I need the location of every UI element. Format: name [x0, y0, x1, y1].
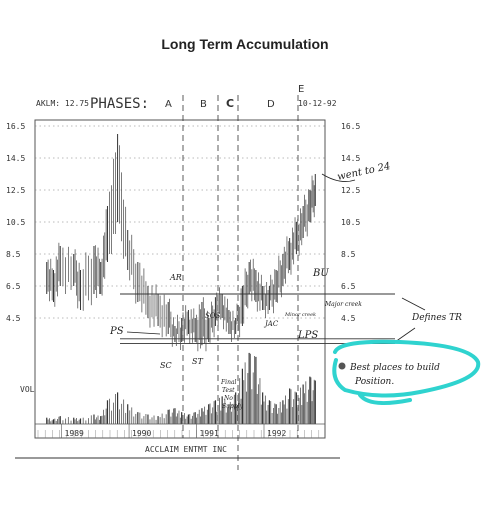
x-tick-label: 1990 — [132, 429, 151, 438]
y-tick-label-left: 12.5 — [6, 186, 25, 195]
annotation-jac: JAC — [263, 320, 279, 328]
chart-title: Long Term Accumulation — [161, 36, 329, 52]
company-name: ACCLAIM ENTMT INC — [145, 445, 227, 454]
y-tick-label-left: 16.5 — [6, 122, 25, 131]
x-tick-label: 1992 — [267, 429, 286, 438]
annotation-went-to: went to 24 — [336, 161, 391, 183]
defines-tr-arrow — [401, 297, 426, 311]
gridlines — [35, 125, 325, 319]
y-axis-right: 16.5 14.5 12.5 10.5 8.5 6.5 4.5 — [341, 122, 360, 323]
y-tick-label-right: 6.5 — [341, 282, 356, 291]
phase-letter-b: B — [200, 99, 207, 110]
annotation-defines-tr: Defines TR — [411, 313, 462, 323]
annotation-st: ST — [192, 357, 203, 366]
phase-letter-a: A — [165, 99, 172, 110]
price-bars — [46, 134, 316, 352]
annotation-sc: SC — [160, 361, 172, 370]
y-tick-label-right: 14.5 — [341, 154, 360, 163]
ps-arrow — [126, 331, 161, 335]
annotation-final-2: Test — [222, 387, 235, 394]
annotation-final-3: No — [223, 395, 233, 402]
annotation-final-1: Final — [220, 379, 237, 386]
y-tick-label-right: 4.5 — [341, 314, 356, 323]
phase-letter-d: D — [267, 99, 275, 110]
annotation-ps: PS — [109, 326, 124, 337]
y-tick-label-right: 12.5 — [341, 186, 360, 195]
y-tick-label-right: 8.5 — [341, 250, 356, 259]
highlight-ellipse — [332, 339, 481, 406]
x-axis: 1989 1990 1991 1992 — [37, 424, 319, 438]
annotation-best-places-1: Best places to build — [349, 363, 440, 373]
y-tick-label-left: 4.5 — [6, 314, 21, 323]
phases-label: PHASES: — [90, 96, 149, 112]
best-places-dot — [338, 362, 346, 370]
ticker-label: AKLM: 12.75 — [36, 99, 89, 108]
annotation-sos: SOS — [205, 312, 221, 320]
phase-letter-c: C — [226, 97, 234, 110]
y-tick-label-left: 8.5 — [6, 250, 21, 259]
date-mark: 10-12-92 — [298, 99, 337, 108]
annotation-lps: LPS — [297, 330, 318, 341]
annotation-minor-creek: Minor creek — [284, 312, 316, 318]
y-tick-label-left: 6.5 — [6, 282, 21, 291]
annotation-final-4: Supply — [222, 403, 244, 410]
went-to-arrow — [321, 173, 356, 182]
y-tick-label-right: 10.5 — [341, 218, 360, 227]
annotation-bu: BU — [312, 268, 329, 279]
annotation-best-places-2: Position. — [354, 377, 394, 387]
defines-tr-arrow-down — [394, 327, 416, 343]
x-tick-label: 1989 — [65, 429, 84, 438]
annotation-major-creek: Major creek — [324, 301, 362, 308]
y-axis-left: 16.5 14.5 12.5 10.5 8.5 6.5 4.5 — [6, 122, 25, 323]
x-tick-label: 1991 — [200, 429, 219, 438]
volume-bars — [46, 352, 316, 424]
y-tick-label-right: 16.5 — [341, 122, 360, 131]
annotation-ar: AR — [169, 273, 182, 282]
y-tick-label-left: 14.5 — [6, 154, 25, 163]
phase-letter-e: E — [298, 84, 304, 95]
y-tick-label-left: 10.5 — [6, 218, 25, 227]
volume-label: VOL — [20, 385, 35, 394]
